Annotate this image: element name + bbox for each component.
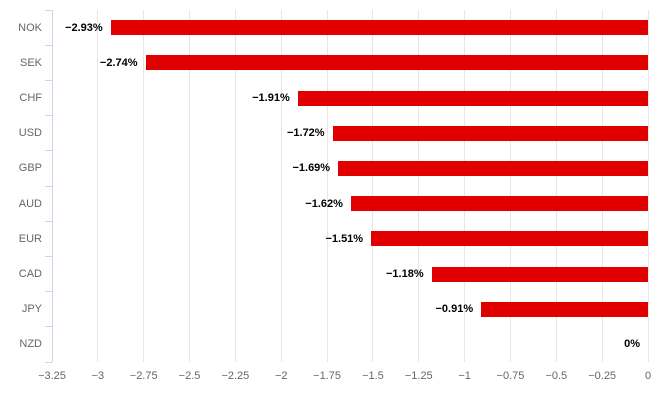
- bar-value-label: −1.69%: [292, 162, 331, 175]
- category-label-gbp: GBP: [18, 162, 42, 175]
- gridline: [555, 10, 557, 362]
- bar-jpy[interactable]: [481, 301, 648, 317]
- bar-chf[interactable]: [297, 90, 648, 106]
- gridline: [509, 10, 511, 362]
- category-axis-line: [51, 10, 53, 362]
- category-axis-tick: [45, 79, 52, 81]
- category-axis-tick: [45, 291, 52, 293]
- gridline: [97, 10, 99, 362]
- bar-aud[interactable]: [350, 196, 648, 212]
- category-axis-tick: [45, 44, 52, 46]
- category-label-aud: AUD: [18, 197, 42, 210]
- bar-cad[interactable]: [431, 266, 648, 282]
- gridline: [372, 10, 374, 362]
- category-label-chf: CHF: [19, 92, 42, 104]
- category-label-eur: EUR: [18, 232, 42, 245]
- x-axis-tick-label: −2.25: [221, 370, 250, 382]
- bar-value-label: −1.72%: [286, 127, 325, 140]
- bar-nok[interactable]: [110, 20, 648, 36]
- gridline: [234, 10, 236, 362]
- x-axis-tick-label: −0.25: [588, 370, 617, 382]
- category-axis-tick: [45, 255, 52, 257]
- category-label-nzd: NZD: [19, 338, 42, 351]
- category-axis-tick: [45, 220, 52, 222]
- category-axis-tick: [45, 150, 52, 152]
- x-axis-tick-label: −2.5: [178, 370, 201, 382]
- x-axis-tick-label: −3: [91, 370, 105, 382]
- bar-value-label: −1.51%: [325, 232, 364, 245]
- x-axis-tick-label: −1.5: [362, 370, 384, 382]
- gridline: [418, 10, 420, 362]
- x-axis-tick-label: −2.75: [129, 370, 158, 382]
- bar-sek[interactable]: [145, 55, 648, 71]
- category-label-sek: SEK: [19, 56, 42, 69]
- bar-value-label: 0%: [624, 338, 640, 351]
- category-axis-tick: [45, 326, 52, 328]
- gridline: [143, 10, 145, 362]
- gridline: [326, 10, 328, 362]
- category-axis-tick: [45, 361, 52, 363]
- gridline: [464, 10, 466, 362]
- bar-eur[interactable]: [371, 231, 648, 247]
- gridline: [189, 10, 191, 362]
- gridline: [601, 10, 603, 362]
- category-axis-tick: [45, 115, 52, 117]
- bar-value-label: −1.62%: [305, 197, 343, 210]
- x-axis-tick-label: −0.5: [545, 370, 568, 382]
- category-label-nok: NOK: [18, 21, 42, 34]
- bar-value-label: −1.91%: [252, 92, 290, 104]
- x-axis-tick-label: −1.75: [313, 370, 341, 382]
- gridline: [280, 10, 282, 362]
- x-axis-tick-label: 0: [644, 370, 652, 382]
- x-axis-tick-label: −2: [274, 370, 288, 382]
- bar-usd[interactable]: [332, 125, 648, 141]
- category-label-cad: CAD: [18, 268, 42, 280]
- bar-value-label: −2.74%: [99, 56, 138, 69]
- category-label-jpy: JPY: [21, 303, 42, 316]
- bar-value-label: −1.18%: [385, 268, 424, 280]
- x-axis-tick-label: −1: [458, 370, 471, 382]
- bar-value-label: −2.93%: [65, 21, 103, 34]
- x-axis-tick-label: −1.25: [404, 370, 433, 382]
- gridline: [647, 10, 649, 362]
- x-axis-tick-label: −0.75: [496, 370, 525, 382]
- bar-gbp[interactable]: [338, 160, 648, 176]
- category-axis-tick: [45, 185, 52, 187]
- bar-value-label: −0.91%: [435, 303, 474, 316]
- category-axis-tick: [45, 9, 52, 11]
- category-label-usd: USD: [18, 127, 42, 140]
- x-axis-tick-label: −3.25: [38, 370, 66, 382]
